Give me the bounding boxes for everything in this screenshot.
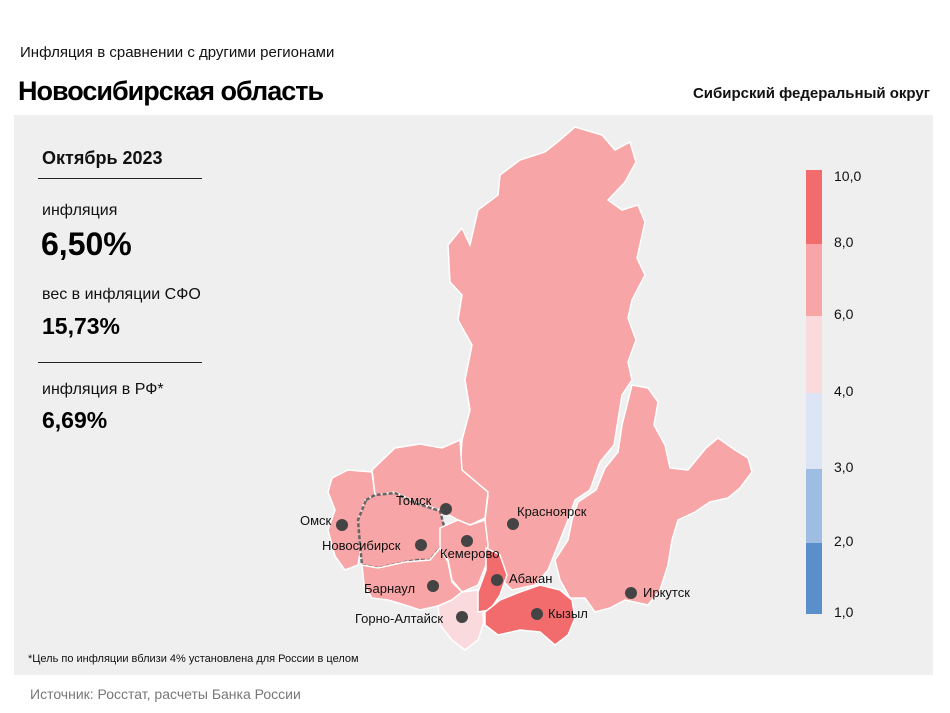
legend-label-5: 3,0 bbox=[834, 459, 854, 475]
city-abakan[interactable]: Абакан bbox=[491, 571, 552, 586]
legend-label-3: 6,0 bbox=[834, 306, 854, 322]
legend-label-1: 10,0 bbox=[834, 168, 862, 184]
city-kyzyl[interactable]: Кызыл bbox=[531, 606, 588, 621]
footnote: *Цель по инфляции вблизи 4% установлена … bbox=[28, 653, 359, 665]
city-label-abakan: Абакан bbox=[509, 571, 552, 586]
city-novosibirsk[interactable]: Новосибирск bbox=[322, 538, 427, 553]
city-gorno-altaysk[interactable]: Горно-Алтайск bbox=[355, 611, 468, 626]
city-label-krasnoyarsk: Красноярск bbox=[517, 504, 587, 519]
inflation-label: инфляция bbox=[42, 202, 118, 219]
region-irkutsk[interactable] bbox=[554, 384, 753, 613]
divider-bottom bbox=[38, 362, 202, 363]
inflation-value: 6,50% bbox=[41, 226, 132, 262]
legend-band-5 bbox=[806, 469, 822, 543]
legend-label-4: 4,0 bbox=[834, 383, 854, 399]
source-note: Источник: Росстат, расчеты Банка России bbox=[30, 686, 301, 702]
city-label-barnaul: Барнаул bbox=[364, 581, 415, 596]
weight-value: 15,73% bbox=[42, 313, 121, 339]
region-krasnoyarsk[interactable] bbox=[447, 126, 646, 591]
legend-band-2 bbox=[806, 244, 822, 316]
rf-inflation-label: инфляция в РФ* bbox=[42, 381, 164, 398]
city-kemerovo[interactable]: Кемерово bbox=[440, 535, 499, 561]
city-omsk[interactable]: Омск bbox=[300, 513, 348, 531]
city-label-novosibirsk: Новосибирск bbox=[322, 538, 401, 553]
city-label-tomsk: Томск bbox=[396, 493, 432, 508]
city-label-kyzyl: Кызыл bbox=[548, 606, 588, 621]
weight-label: вес в инфляции СФО bbox=[42, 286, 201, 303]
region-kemerovo[interactable] bbox=[439, 518, 489, 593]
city-tomsk[interactable]: Томск bbox=[396, 493, 452, 515]
district-name: Сибирский федеральный округ bbox=[692, 85, 930, 102]
legend-label-6: 2,0 bbox=[834, 533, 854, 549]
legend-band-3 bbox=[806, 316, 822, 393]
legend-band-4 bbox=[806, 393, 822, 469]
region-tuva[interactable] bbox=[484, 584, 576, 646]
legend-band-6 bbox=[806, 543, 822, 614]
city-label-gorno-altaysk: Горно-Алтайск bbox=[355, 611, 443, 626]
city-label-omsk: Омск bbox=[300, 513, 332, 528]
period-label: Октябрь 2023 bbox=[42, 148, 163, 168]
page-title: Новосибирская область bbox=[18, 76, 324, 106]
legend-label-7: 1,0 bbox=[834, 604, 854, 620]
rf-inflation-value: 6,69% bbox=[42, 407, 108, 433]
region-omsk[interactable] bbox=[327, 469, 376, 571]
city-label-irkutsk: Иркутск bbox=[643, 585, 690, 600]
city-label-kemerovo: Кемерово bbox=[440, 546, 499, 561]
city-barnaul[interactable]: Барнаул bbox=[364, 580, 439, 596]
legend-label-2: 8,0 bbox=[834, 234, 854, 250]
city-irkutsk[interactable]: Иркутск bbox=[625, 585, 690, 600]
divider-top bbox=[38, 178, 202, 179]
legend-band-1 bbox=[806, 170, 822, 244]
city-krasnoyarsk[interactable]: Красноярск bbox=[507, 504, 587, 530]
page-subtitle: Инфляция в сравнении с другими регионами bbox=[20, 44, 335, 61]
